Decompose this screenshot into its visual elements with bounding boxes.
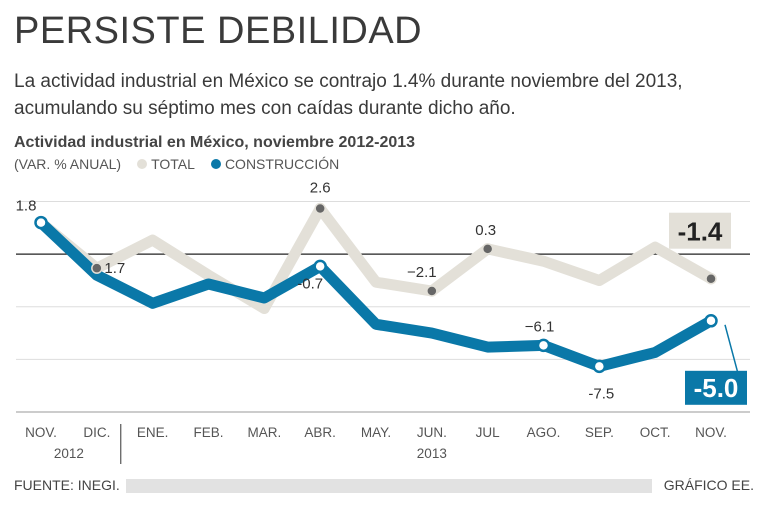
x-tick-label: SEP.: [585, 425, 614, 440]
chart-title: Actividad industrial en México, noviembr…: [14, 134, 416, 151]
x-tick-label: FEB.: [193, 425, 223, 440]
data-label: -0.7: [297, 275, 323, 292]
footer-credit: GRÁFICO EE.: [663, 477, 754, 493]
construccion-point: [704, 314, 718, 328]
data-label: 1.8: [16, 198, 37, 215]
total-point: [314, 202, 326, 215]
construccion-final-label: -5.0: [694, 373, 739, 403]
footer-bar: [126, 479, 652, 493]
legend-construccion-label: CONSTRUCCIÓN: [224, 156, 340, 172]
x-tick-label: NOV.: [25, 425, 57, 440]
footer: FUENTE: INEGI. GRÁFICO EE.: [0, 476, 768, 498]
construccion-point: [313, 259, 327, 274]
construccion-final-box: [685, 370, 747, 405]
chart-legend: (VAR. % ANUAL) TOTAL CONSTRUCCIÓN: [14, 156, 339, 172]
x-tick-label: ABR.: [304, 425, 336, 440]
x-tick-label: MAY.: [361, 425, 391, 440]
legend-total-swatch: [137, 159, 148, 169]
x-tick-label: NOV.: [695, 425, 727, 440]
total-point: [705, 272, 717, 285]
page-title: PERSISTE DEBILIDAD: [14, 10, 423, 52]
x-tick-label: AGO.: [527, 425, 561, 440]
construccion-point: [592, 359, 607, 374]
total-final-box: [669, 212, 731, 249]
total-point: [426, 285, 438, 297]
x-tick-label: JUL: [476, 425, 500, 440]
construccion-point: [536, 338, 551, 353]
series-line-total: [35, 203, 717, 314]
x-year-label: 2012: [54, 446, 84, 461]
total-point: [481, 243, 494, 255]
data-label: 1.7: [104, 260, 125, 277]
total-final-label: -1.4: [678, 217, 723, 247]
page-subtitle: La actividad industrial en México se con…: [14, 71, 683, 119]
footer-source: FUENTE: INEGI.: [14, 477, 120, 493]
total-point: [91, 262, 103, 274]
data-label: -7.5: [588, 385, 614, 402]
legend-construccion-swatch: [210, 159, 221, 169]
x-tick-label: MAR.: [247, 425, 281, 440]
x-tick-label: DIC.: [83, 425, 110, 440]
x-tick-label: JUN.: [417, 425, 447, 440]
x-year-label: 2013: [417, 446, 447, 461]
construccion-point: [34, 215, 48, 230]
data-label: 0.3: [475, 222, 496, 239]
data-label: −2.1: [407, 264, 437, 281]
data-label: 2.6: [310, 180, 331, 197]
legend-units: (VAR. % ANUAL): [14, 156, 122, 172]
data-label: −6.1: [525, 318, 555, 335]
x-tick-label: ENE.: [137, 425, 169, 440]
x-tick-label: OCT.: [640, 425, 671, 440]
legend-total-label: TOTAL: [151, 156, 195, 172]
